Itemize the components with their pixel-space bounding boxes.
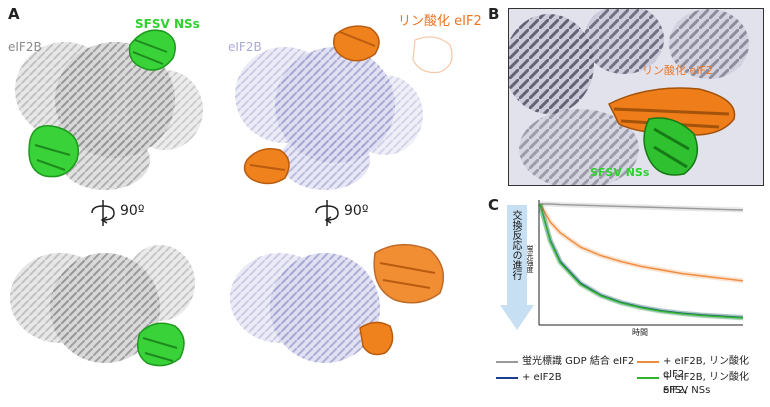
y-axis-label: 蛍光強度 bbox=[526, 245, 534, 273]
legend-swatch-2 bbox=[496, 377, 518, 379]
legend-label-3b: SFSV NSs bbox=[663, 385, 711, 396]
panel-b-phospho-label: リン酸化 eIF2 bbox=[642, 64, 713, 77]
rotation-label-left: 90º bbox=[120, 203, 145, 219]
arrow-label: 交換反応の進行 bbox=[510, 210, 521, 280]
legend-label-2: + eIF2B bbox=[522, 372, 562, 383]
rotation-label-right: 90º bbox=[344, 203, 369, 219]
phospho-eif2-label: リン酸化 eIF2 bbox=[398, 14, 482, 29]
panel-b-sfsv-label: SFSV NSs bbox=[590, 166, 650, 179]
eif2b-label-right: eIF2B bbox=[228, 40, 262, 54]
eif2b-label-left: eIF2B bbox=[8, 40, 42, 54]
legend-swatch-1 bbox=[637, 361, 659, 363]
series-band-2 bbox=[538, 203, 743, 320]
legend-swatch-0 bbox=[496, 361, 518, 363]
rotation-icon-right bbox=[312, 198, 342, 232]
structure-bottom-right bbox=[230, 244, 445, 363]
legend-label-3: + eIF2B, リン酸化 eIF2, bbox=[663, 372, 749, 396]
series-line-0 bbox=[540, 203, 743, 211]
series-line-3 bbox=[539, 203, 743, 319]
structure-top-right bbox=[235, 25, 453, 190]
legend-label-0: 蛍光標識 GDP 結合 eIF2 bbox=[522, 356, 635, 367]
series-line-1 bbox=[539, 203, 743, 282]
panel-label-b: B bbox=[488, 5, 500, 23]
legend: 蛍光標識 GDP 結合 eIF2 + eIF2B, リン酸化 eIF2 + eI… bbox=[492, 355, 767, 405]
panel-b-image bbox=[508, 8, 764, 186]
structure-top-left bbox=[15, 29, 203, 190]
exchange-chart bbox=[538, 200, 743, 326]
legend-label-1: + eIF2B, リン酸化 eIF2 bbox=[663, 356, 749, 380]
progress-arrow bbox=[500, 205, 534, 330]
sfsv-nss-label: SFSV NSs bbox=[135, 17, 200, 31]
x-axis-label: 時間 bbox=[632, 328, 648, 337]
series-band-3 bbox=[538, 203, 743, 321]
series-line-2 bbox=[539, 203, 743, 319]
panel-label-c: C bbox=[488, 196, 500, 214]
legend-swatch-3 bbox=[637, 377, 659, 379]
panel-label-a: A bbox=[8, 5, 20, 23]
structure-bottom-left bbox=[10, 245, 195, 367]
rotation-icon-left bbox=[88, 198, 118, 232]
